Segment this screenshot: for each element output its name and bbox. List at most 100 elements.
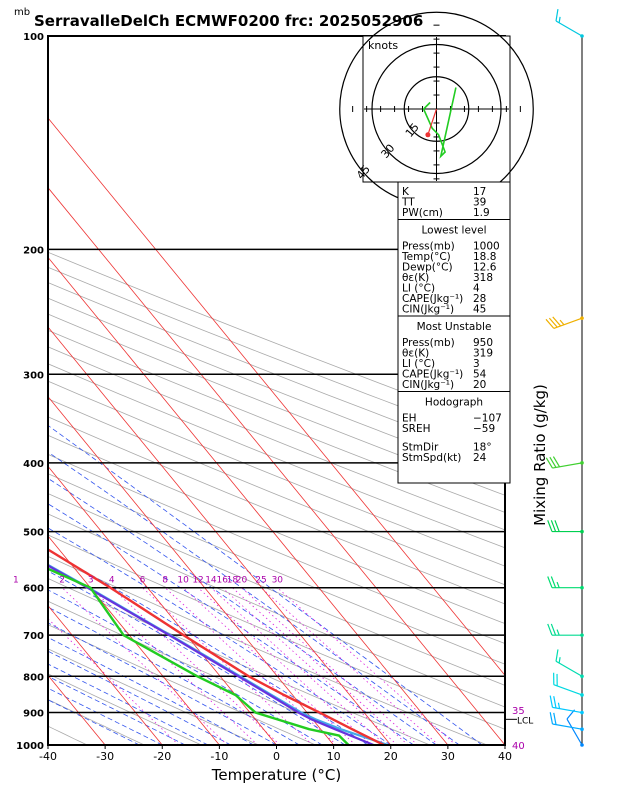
isotherm-line [48,396,335,745]
wind-barb-dot [580,316,584,320]
storm-motion-point [425,132,431,138]
table-section-heading: Lowest level [421,225,486,237]
lowest-level-row-label: CIN(Jkg⁻¹) [402,304,454,316]
wind-barb-dot [580,34,584,38]
index-row-value: 17 [473,186,486,198]
lowest-level-row-value: 1000 [473,241,500,253]
x-tick-label: 10 [327,750,341,763]
most-unstable-row-label: θε(K) [402,348,429,360]
dry-adiabat-line [48,251,505,431]
x-tick-label: -30 [96,750,114,763]
wind-barb-flag [549,456,557,468]
pressure-tick-label: 400 [23,459,44,470]
mixing-ratio-axis-title: Mixing Ratio (g/kg) [531,384,549,526]
wind-barb-dot [580,674,584,679]
wind-barb-dot [580,461,584,465]
dry-adiabat-line [48,648,260,745]
wind-barb-flag [554,520,560,532]
isotherm-line [48,256,449,745]
wind-barb-flag [552,316,562,327]
lowest-level-row-label: Dewp(°C) [402,262,453,274]
x-tick-label: -20 [153,750,171,763]
x-tick-label: 40 [498,750,512,763]
wind-barb-flag [557,702,561,709]
dry-adiabat-line [0,4,61,760]
wind-barb-flag [558,16,561,23]
mixing-ratio-label: 14 [205,576,217,586]
lowest-level-row-value: 318 [473,272,493,284]
most-unstable-row-value: 20 [473,379,486,391]
pressure-tick-label: 900 [23,709,44,720]
isotherm-line [48,187,505,745]
hodograph-param-row-value: 24 [473,452,487,464]
lowest-level-row-value: 45 [473,304,486,316]
lowest-level-row-label: LI (°C) [402,283,435,295]
mixing-ratio-label: 30 [272,576,284,586]
mixing-ratio-line [111,587,281,745]
pressure-tick-label: 600 [23,584,44,595]
wind-barb-staff [553,684,583,696]
dry-adiabat-line [48,673,203,745]
dry-adiabat-line [48,434,505,624]
pressure-tick-label: 500 [23,528,44,539]
lowest-level-row-label: θε(K) [402,272,429,284]
hodograph-param-row-value: 18° [473,442,492,454]
table-frame [397,181,511,484]
isotherm-line [48,326,392,745]
wind-barb-flag [545,457,553,469]
mixing-ratio-label: 18 [227,576,239,586]
moist-adiabat-line [48,503,414,745]
hodograph-param-row-label: EH [402,413,417,425]
moist-adiabat-line [48,477,437,745]
isotherm-line [48,674,106,745]
axes: -40 -30 -20 -10 0 10 20 30 40 1000 900 800 700 600 500… [16,32,533,784]
wind-barb-flag [545,318,555,329]
moist-adiabat-line [48,424,483,745]
wind-barb-flag [558,657,561,664]
x-tick-label: 30 [441,750,455,763]
wind-barb-flag [552,456,561,468]
wind-barb-staff [553,317,583,329]
isotherms [48,117,505,745]
x-tick-label: 20 [384,750,398,763]
wind-barb-flag [547,520,553,532]
plot-area [0,4,505,760]
pressure-tick-label: 700 [23,631,44,642]
dry-adiabat-line [48,398,505,586]
lowest-level-row-label: Press(mb) [402,241,455,253]
most-unstable-row-label: Press(mb) [402,337,455,349]
wind-barb-flag [559,319,565,326]
wind-barb-dot [580,585,584,590]
dry-adiabat-line [48,282,505,463]
wind-barb-staff [552,723,583,730]
most-unstable-row-value: 54 [473,369,487,381]
mixing-ratio-line [210,587,386,745]
dry-adiabat-line [48,297,505,479]
dry-adiabat-line [48,725,89,745]
wind-barb-dot [580,529,584,534]
wind-barb-flag [550,623,557,636]
dry-adiabat-line [48,266,505,447]
most-unstable-row-label: CIN(Jkg⁻¹) [402,379,454,391]
lowest-level-row-label: Temp(°C) [401,251,451,263]
x-tick-label: -40 [39,750,57,763]
hodograph-units-label: knots [368,39,398,52]
mixing-ratio-label: 6 [140,576,146,586]
mixing-ratio-label: 12 [192,576,203,586]
dry-adiabat-line [48,313,505,496]
mixing-ratio-line [61,587,228,745]
index-row-label: K [402,186,410,198]
pressure-unit-label: mb [14,7,30,18]
dry-adiabat-line [48,578,431,745]
wind-barb-flag [547,576,553,588]
mixing-ratio-line [232,587,409,745]
x-axis-title: Temperature (°C) [211,766,341,784]
isotherm-line [48,117,505,676]
moist-adiabat-line [48,570,346,745]
dewpoint-trace [48,567,350,745]
wind-barb-flag [549,712,554,725]
storm-motion-vector [427,108,438,135]
pressure-tick-label: 1000 [16,741,44,752]
